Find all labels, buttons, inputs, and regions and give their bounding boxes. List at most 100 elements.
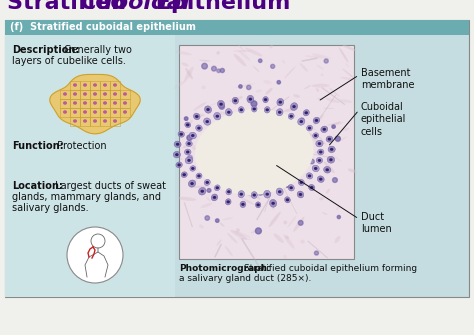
Ellipse shape [190,182,194,185]
Ellipse shape [103,83,107,87]
Ellipse shape [308,175,311,178]
Ellipse shape [225,199,231,205]
Circle shape [301,118,304,121]
Ellipse shape [261,189,278,191]
Ellipse shape [322,212,328,215]
Ellipse shape [177,197,197,201]
Bar [90,98,100,108]
Ellipse shape [228,184,239,195]
Ellipse shape [284,109,294,112]
Ellipse shape [348,169,357,173]
Ellipse shape [113,83,117,87]
Text: Location:: Location: [12,181,63,191]
Ellipse shape [195,115,199,118]
Bar [110,117,120,126]
Bar [60,89,70,98]
Circle shape [216,219,219,222]
Ellipse shape [293,94,300,98]
Circle shape [333,178,337,183]
Bar [179,45,354,259]
Ellipse shape [313,133,319,138]
Ellipse shape [306,121,317,131]
Text: Stratified: Stratified [7,0,134,13]
Ellipse shape [273,233,284,243]
Ellipse shape [226,189,232,195]
Ellipse shape [193,177,198,184]
Ellipse shape [219,103,223,106]
Bar [5,20,469,297]
Ellipse shape [314,167,318,170]
Ellipse shape [204,118,211,125]
Ellipse shape [270,199,277,207]
Ellipse shape [328,138,331,141]
Bar [110,89,120,98]
Bar [5,35,175,297]
Ellipse shape [239,50,250,61]
Ellipse shape [286,198,289,201]
Ellipse shape [177,163,181,166]
Bar [70,98,80,108]
Ellipse shape [123,101,127,105]
Ellipse shape [93,83,97,87]
Ellipse shape [83,92,87,96]
Bar [120,98,130,108]
Ellipse shape [113,101,117,105]
Ellipse shape [301,130,318,138]
Ellipse shape [315,151,319,154]
Circle shape [265,131,268,134]
Circle shape [310,159,314,164]
Circle shape [205,216,210,220]
Ellipse shape [196,173,202,179]
Bar [60,108,70,117]
Text: layers of cubelike cells.: layers of cubelike cells. [12,56,126,66]
Ellipse shape [328,146,335,153]
Ellipse shape [304,85,311,89]
Ellipse shape [103,119,107,123]
Ellipse shape [282,60,285,64]
Ellipse shape [204,179,210,186]
Ellipse shape [239,123,250,128]
Ellipse shape [251,230,258,233]
Ellipse shape [73,92,77,96]
Circle shape [271,64,275,68]
Ellipse shape [278,190,282,193]
Ellipse shape [204,106,211,113]
Text: glands, mammary glands, and: glands, mammary glands, and [12,192,161,202]
Ellipse shape [319,178,322,181]
Ellipse shape [211,194,218,201]
Circle shape [298,220,303,225]
Ellipse shape [239,193,243,196]
Ellipse shape [93,101,97,105]
Ellipse shape [238,191,245,198]
Circle shape [217,69,220,73]
Text: (f)  Stratified cuboidal epithelium: (f) Stratified cuboidal epithelium [10,22,196,32]
Bar [110,80,120,89]
Ellipse shape [190,166,196,171]
Circle shape [202,170,208,176]
Ellipse shape [255,202,261,208]
Ellipse shape [287,216,296,227]
Ellipse shape [213,187,219,191]
Text: Protection: Protection [54,141,107,151]
Text: Description:: Description: [12,45,79,55]
Ellipse shape [191,167,194,170]
Ellipse shape [323,108,334,109]
Bar [120,89,130,98]
Ellipse shape [244,117,250,126]
Ellipse shape [185,157,193,164]
Ellipse shape [319,197,324,200]
Ellipse shape [270,204,274,210]
Ellipse shape [232,164,240,172]
Ellipse shape [174,141,181,147]
Ellipse shape [227,133,232,136]
Ellipse shape [227,111,230,114]
Ellipse shape [269,108,282,114]
Ellipse shape [211,176,219,186]
Ellipse shape [226,109,232,116]
Ellipse shape [306,173,313,179]
Ellipse shape [272,202,275,205]
Ellipse shape [255,89,262,92]
Ellipse shape [239,108,243,111]
Ellipse shape [313,114,324,126]
Ellipse shape [318,136,326,145]
